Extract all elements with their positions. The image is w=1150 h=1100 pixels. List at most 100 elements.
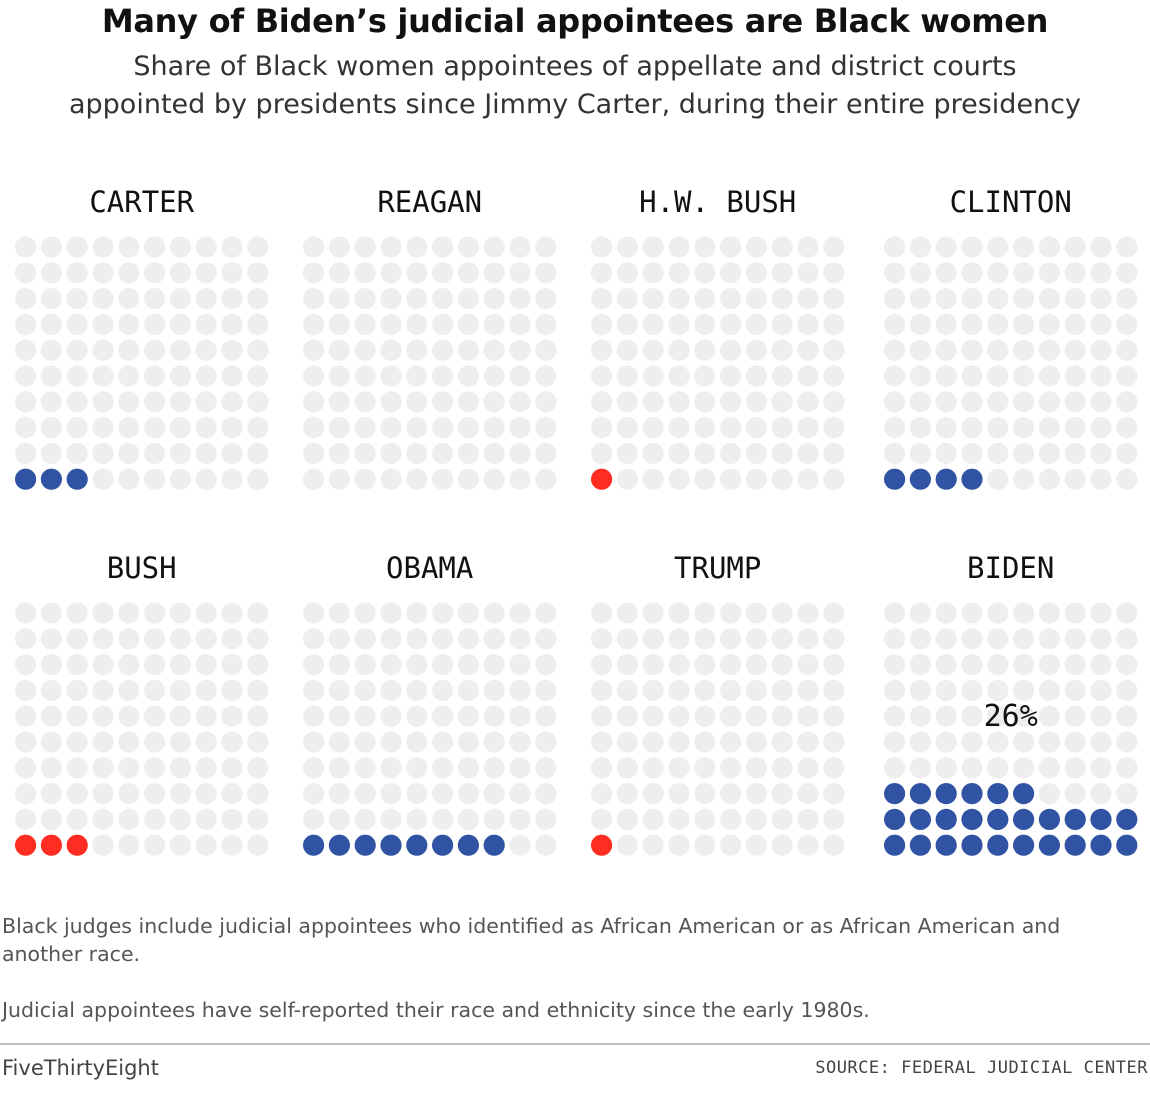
- waffle-dot-empty: [432, 679, 454, 702]
- waffle-dot-empty: [535, 628, 557, 650]
- waffle-dot-empty: [303, 602, 325, 624]
- waffle-dot-empty: [169, 339, 191, 361]
- waffle-dot-empty: [432, 468, 454, 490]
- waffle-dot-empty: [457, 236, 479, 258]
- waffle-dot-empty: [668, 339, 690, 361]
- waffle-dot-empty: [1038, 654, 1060, 676]
- waffle-dot-empty: [144, 628, 166, 650]
- waffle-dot-empty: [909, 679, 932, 702]
- waffle-dot-empty: [483, 731, 505, 753]
- waffle-dot-empty: [720, 365, 742, 387]
- waffle-dot-empty: [40, 417, 63, 439]
- waffle-dot-empty: [195, 834, 217, 856]
- waffle-dot-empty: [92, 808, 114, 831]
- waffle-dot-empty: [961, 236, 983, 258]
- waffle-dot-empty: [797, 313, 819, 335]
- value-label-biden: 26%: [984, 699, 1038, 734]
- waffle-dot-empty: [745, 834, 768, 856]
- waffle-dot-empty: [303, 313, 325, 335]
- waffle-panel-carter: CARTER: [15, 185, 269, 490]
- waffle-dot-empty: [221, 602, 243, 624]
- waffle-dot-empty: [483, 339, 505, 361]
- waffle-dot-empty: [406, 602, 428, 624]
- waffle-dot-empty: [457, 679, 479, 702]
- waffle-dot-empty: [1116, 628, 1138, 650]
- waffle-dot-filled: [1116, 808, 1138, 831]
- waffle-dot-empty: [884, 417, 906, 439]
- waffle-dot-empty: [406, 365, 428, 387]
- waffle-dot-filled: [591, 468, 613, 490]
- waffle-dot-empty: [591, 679, 613, 702]
- waffle-dot-empty: [1013, 654, 1035, 676]
- waffle-dot-empty: [457, 391, 479, 413]
- waffle-dot-empty: [823, 288, 845, 310]
- waffle-dot-empty: [303, 417, 325, 439]
- waffle-dot-empty: [92, 731, 114, 753]
- waffle-dot-empty: [483, 442, 505, 464]
- waffle-dot-empty: [668, 365, 690, 387]
- waffle-dot-empty: [118, 628, 140, 650]
- waffle-dot-empty: [935, 602, 957, 624]
- waffle-dot-empty: [66, 679, 88, 702]
- waffle-dot-empty: [1013, 731, 1035, 753]
- waffle-dot-empty: [694, 417, 716, 439]
- waffle-dot-empty: [195, 236, 217, 258]
- waffle-dot-empty: [406, 339, 428, 361]
- waffle-dot-empty: [745, 783, 768, 805]
- waffle-dot-empty: [406, 654, 428, 676]
- waffle-dot-empty: [642, 679, 664, 702]
- waffle-dot-empty: [771, 654, 793, 676]
- waffle-dot-empty: [668, 391, 690, 413]
- waffle-dot-empty: [432, 365, 454, 387]
- waffle-dot-empty: [987, 262, 1009, 284]
- waffle-dot-empty: [909, 313, 932, 335]
- waffle-dot-empty: [303, 705, 325, 727]
- waffle-dot-empty: [694, 731, 716, 753]
- waffle-dot-empty: [195, 731, 217, 753]
- waffle-dot-empty: [720, 391, 742, 413]
- waffle-dot-filled: [66, 468, 88, 490]
- waffle-dot-empty: [642, 262, 664, 284]
- waffle-dot-empty: [771, 834, 793, 856]
- waffle-dot-empty: [144, 783, 166, 805]
- waffle-dot-empty: [745, 468, 768, 490]
- waffle-dot-empty: [406, 783, 428, 805]
- waffle-dot-empty: [884, 365, 906, 387]
- waffle-dot-empty: [509, 628, 531, 650]
- waffle-dot-empty: [169, 731, 191, 753]
- panel-label-biden: BIDEN: [967, 551, 1054, 585]
- waffle-dot-empty: [591, 262, 613, 284]
- waffle-dot-empty: [1116, 313, 1138, 335]
- waffle-dot-empty: [221, 288, 243, 310]
- waffle-dot-empty: [247, 783, 269, 805]
- waffle-dot-filled: [884, 783, 906, 805]
- waffle-dot-empty: [987, 602, 1009, 624]
- waffle-dot-empty: [380, 654, 402, 676]
- waffle-dot-empty: [591, 442, 613, 464]
- waffle-dot-empty: [642, 731, 664, 753]
- waffle-dot-empty: [328, 262, 350, 284]
- waffle-dot-empty: [15, 365, 37, 387]
- waffle-dot-empty: [797, 654, 819, 676]
- waffle-dot-empty: [195, 757, 217, 779]
- waffle-dot-empty: [745, 679, 768, 702]
- waffle-dot-empty: [1038, 391, 1060, 413]
- waffle-dot-empty: [1116, 339, 1138, 361]
- waffle-dot-empty: [303, 808, 325, 831]
- waffle-dot-empty: [118, 808, 140, 831]
- waffle-dot-empty: [1013, 705, 1035, 727]
- waffle-dot-empty: [797, 731, 819, 753]
- waffle-dot-empty: [432, 417, 454, 439]
- waffle-panel-reagan: REAGAN: [303, 185, 557, 490]
- waffle-dot-empty: [483, 313, 505, 335]
- waffle-dot-empty: [483, 391, 505, 413]
- waffle-dot-filled: [909, 783, 932, 805]
- waffle-dot-empty: [432, 288, 454, 310]
- waffle-dot-empty: [1090, 391, 1112, 413]
- waffle-dot-empty: [92, 442, 114, 464]
- waffle-dot-empty: [221, 236, 243, 258]
- waffle-dot-empty: [987, 236, 1009, 258]
- waffle-dot-empty: [406, 442, 428, 464]
- waffle-dot-empty: [1090, 654, 1112, 676]
- waffle-dot-filled: [432, 834, 454, 856]
